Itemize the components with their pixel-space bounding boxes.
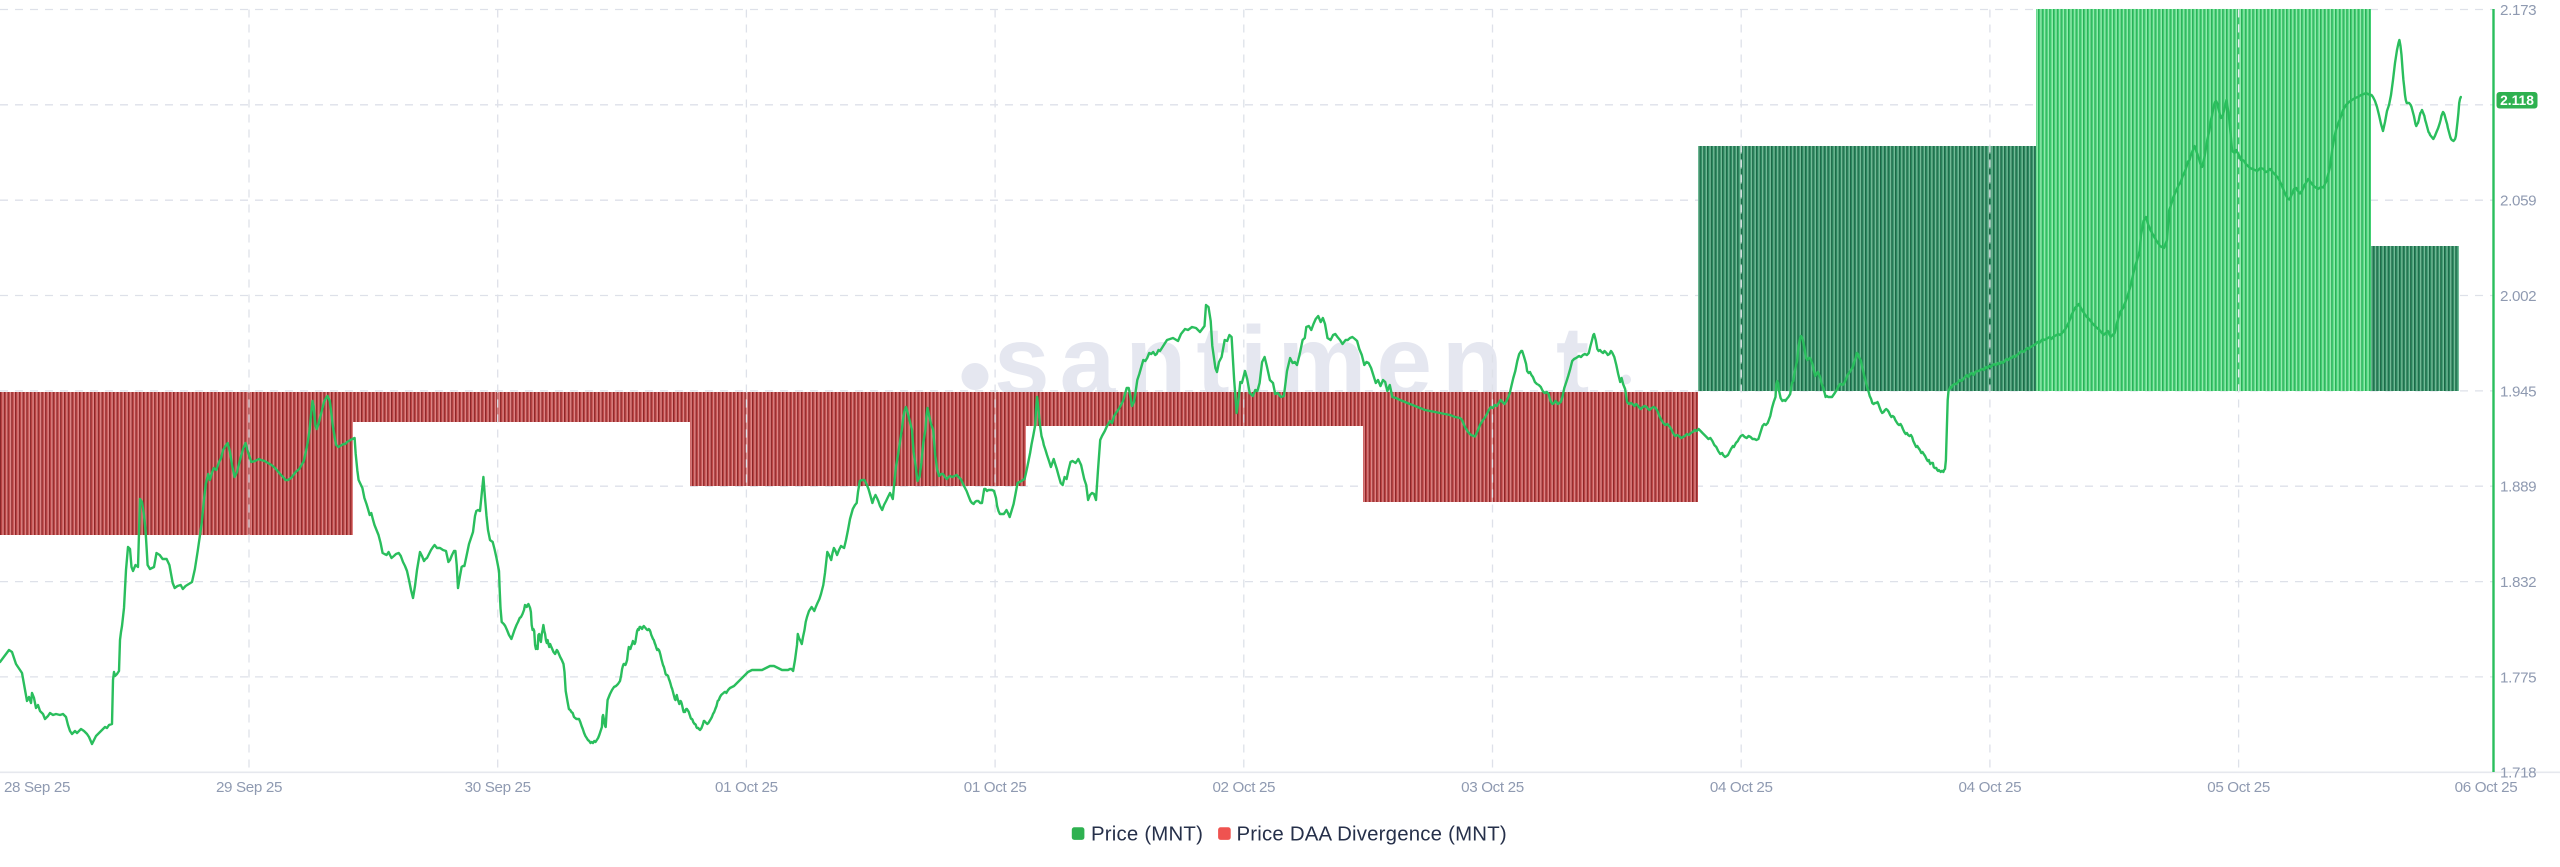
- svg-text:Price DAA Divergence (MNT): Price DAA Divergence (MNT): [1237, 824, 1507, 846]
- svg-text:1.945: 1.945: [2500, 383, 2536, 400]
- svg-text:2.059: 2.059: [2500, 193, 2536, 210]
- svg-text:04 Oct 25: 04 Oct 25: [1710, 779, 1773, 796]
- svg-text:03 Oct 25: 03 Oct 25: [1461, 779, 1524, 796]
- svg-text:Price (MNT): Price (MNT): [1091, 824, 1203, 846]
- svg-text:1.889: 1.889: [2500, 479, 2536, 496]
- svg-text:02 Oct 25: 02 Oct 25: [1212, 779, 1275, 796]
- svg-text:2.118: 2.118: [2500, 93, 2534, 108]
- svg-text:1.718: 1.718: [2500, 765, 2536, 782]
- svg-text:01 Oct 25: 01 Oct 25: [715, 779, 778, 796]
- svg-text:05 Oct 25: 05 Oct 25: [2207, 779, 2270, 796]
- svg-text:01 Oct 25: 01 Oct 25: [964, 779, 1027, 796]
- svg-text:2.173: 2.173: [2500, 2, 2536, 19]
- svg-text:04 Oct 25: 04 Oct 25: [1959, 779, 2022, 796]
- svg-text:28 Sep 25: 28 Sep 25: [4, 779, 70, 796]
- svg-text:1.832: 1.832: [2500, 574, 2536, 591]
- svg-text:2.002: 2.002: [2500, 288, 2536, 305]
- svg-text:06 Oct 25: 06 Oct 25: [2455, 779, 2518, 796]
- svg-text:30 Sep 25: 30 Sep 25: [465, 779, 531, 796]
- svg-text:29 Sep 25: 29 Sep 25: [216, 779, 282, 796]
- svg-text:1.775: 1.775: [2500, 669, 2536, 686]
